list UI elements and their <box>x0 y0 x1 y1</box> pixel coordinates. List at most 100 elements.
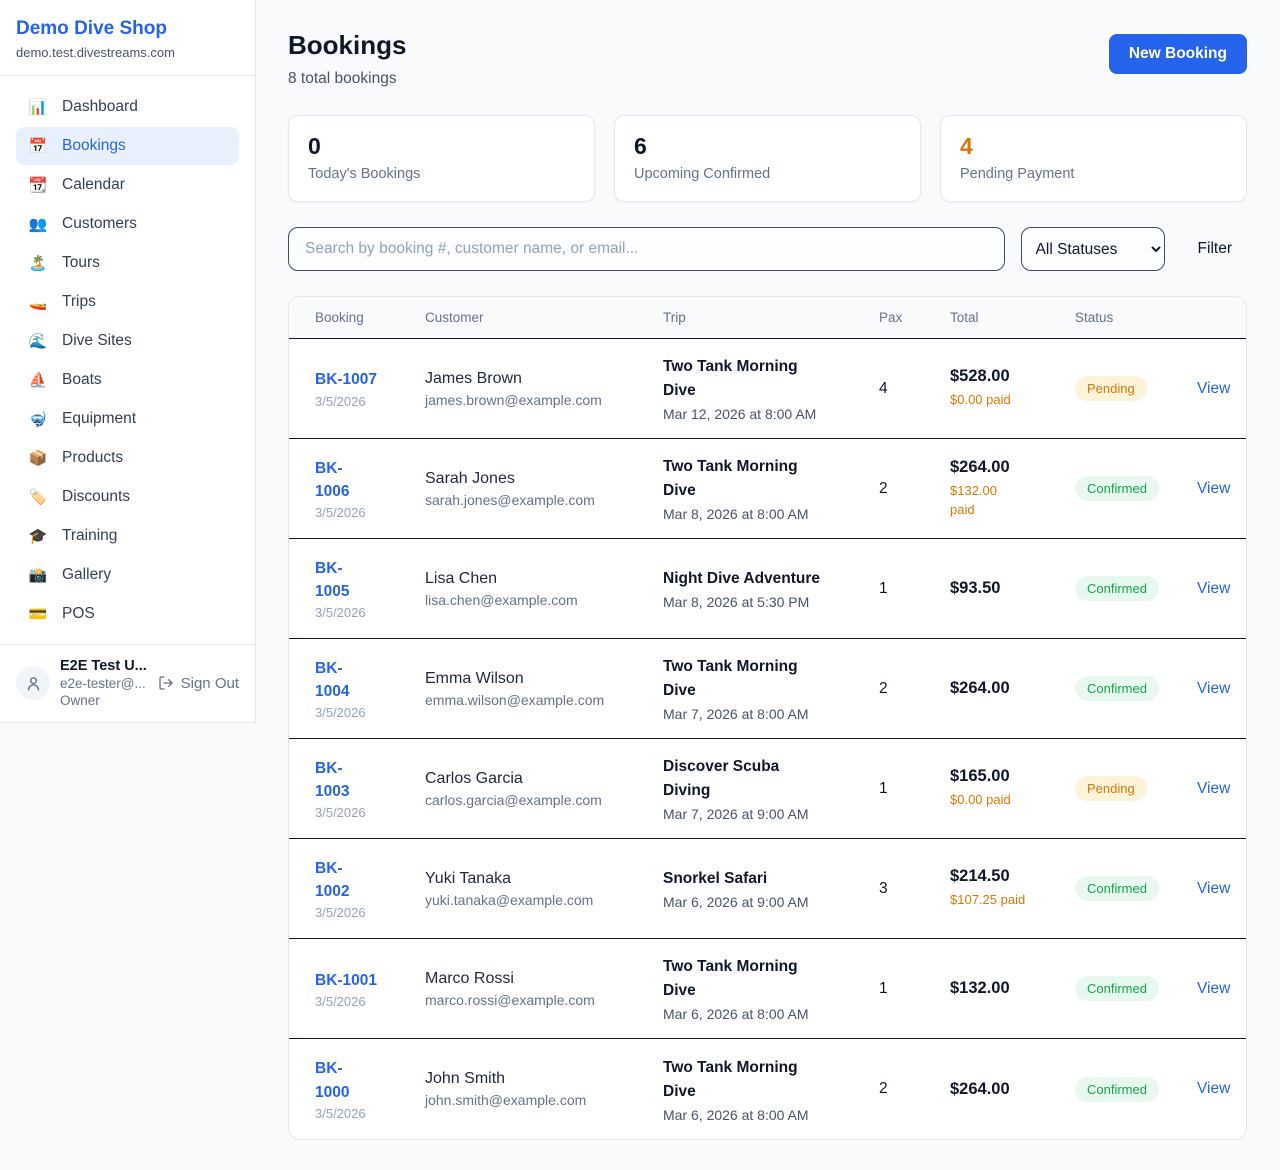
booking-id-link[interactable]: BK- 1002 <box>315 859 350 901</box>
page-header: Bookings 8 total bookings New Booking <box>288 30 1247 88</box>
booking-date: 3/5/2026 <box>315 805 366 821</box>
sidebar-item-label: Gallery <box>62 566 112 583</box>
sidebar-nav: 📊 Dashboard 📅 Bookings 📆 Calendar 👥 Cust… <box>0 76 255 644</box>
customer-name: Lisa Chen <box>425 569 498 587</box>
sidebar-item-label: Dive Sites <box>62 332 132 349</box>
view-link[interactable]: View <box>1197 379 1231 397</box>
sidebar-item-customers[interactable]: 👥 Customers <box>16 205 239 243</box>
page-title: Bookings <box>288 30 407 60</box>
booking-id-link[interactable]: BK- 1000 <box>315 1060 350 1101</box>
sidebar-item-pos[interactable]: 💳 POS <box>16 595 239 633</box>
booking-id-link[interactable]: BK-1007 <box>315 371 378 389</box>
pax-count: 2 <box>879 1080 888 1098</box>
sidebar-item-equipment[interactable]: 🤿 Equipment <box>16 400 239 438</box>
page-title-block: Bookings 8 total bookings <box>288 30 406 88</box>
stat-card: 4 Pending Payment <box>940 115 1247 202</box>
total-amount: $528.00 <box>950 367 1010 386</box>
customer-name: John Smith <box>425 1070 506 1088</box>
total-cell: $214.50 $107.25 paid <box>950 867 1075 910</box>
total-amount: $264.00 <box>950 1079 1010 1098</box>
paid-amount: $107.25 paid <box>950 892 1026 908</box>
sidebar-item-dashboard[interactable]: 📊 Dashboard <box>16 88 239 126</box>
actions-cell: View <box>1197 680 1230 698</box>
table-body: BK-1007 3/5/2026 James Brown james.brown… <box>289 339 1246 1139</box>
view-link[interactable]: View <box>1197 579 1231 597</box>
actions-cell: View <box>1197 480 1230 498</box>
camera-icon: 📸 <box>28 567 48 584</box>
search-input[interactable] <box>288 227 1005 271</box>
actions-cell: View <box>1197 1080 1230 1098</box>
status-badge: Confirmed <box>1075 676 1159 702</box>
customer-cell: John Smith john.smith@example.com <box>425 1070 663 1108</box>
status-cell: Confirmed <box>1075 676 1197 702</box>
booking-cell: BK-1001 3/5/2026 <box>315 969 425 1009</box>
customer-email: sarah.jones@example.com <box>425 491 595 508</box>
user-info: E2E Test U... e2e-tester@... Owner <box>60 658 148 708</box>
view-link[interactable]: View <box>1197 779 1231 797</box>
sidebar-item-label: Equipment <box>62 410 137 427</box>
sign-out-button[interactable]: Sign Out <box>158 675 239 692</box>
sidebar-item-discounts[interactable]: 🏷️ Discounts <box>16 478 239 516</box>
user-name: E2E Test U... <box>60 658 147 674</box>
trip-cell: Two Tank Morning Dive Mar 12, 2026 at 8:… <box>663 355 879 422</box>
island-icon: 🏝️ <box>28 255 48 272</box>
paid-amount: $0.00 paid <box>950 392 1011 408</box>
booking-id-link[interactable]: BK- 1004 <box>315 659 350 701</box>
customer-cell: Sarah Jones sarah.jones@example.com <box>425 470 663 508</box>
booking-id-link[interactable]: BK- 1003 <box>315 759 350 801</box>
sign-out-label: Sign Out <box>180 674 239 692</box>
view-link[interactable]: View <box>1197 979 1231 997</box>
booking-cell: BK- 1006 3/5/2026 <box>315 457 425 521</box>
sidebar-item-products[interactable]: 📦 Products <box>16 439 239 477</box>
booking-date: 3/5/2026 <box>315 905 366 921</box>
status-cell: Confirmed <box>1075 876 1197 902</box>
sidebar-item-label: Customers <box>62 215 137 232</box>
new-booking-button[interactable]: New Booking <box>1108 34 1247 74</box>
shop-domain: demo.test.divestreams.com <box>16 45 175 60</box>
trip-datetime: Mar 6, 2026 at 9:00 AM <box>663 894 809 911</box>
pax-count: 3 <box>879 879 888 897</box>
pax-count: 1 <box>879 779 888 797</box>
status-cell: Confirmed <box>1075 576 1197 602</box>
status-select[interactable]: All Statuses <box>1020 227 1165 271</box>
customer-name: Yuki Tanaka <box>425 869 511 887</box>
view-link[interactable]: View <box>1197 679 1231 697</box>
customer-email: lisa.chen@example.com <box>425 591 578 608</box>
trip-datetime: Mar 7, 2026 at 9:00 AM <box>663 806 809 823</box>
booking-date: 3/5/2026 <box>315 705 366 721</box>
booking-date: 3/5/2026 <box>315 393 366 409</box>
trip-datetime: Mar 7, 2026 at 8:00 AM <box>663 706 809 723</box>
booking-id-link[interactable]: BK- 1005 <box>315 559 350 601</box>
sidebar-item-calendar[interactable]: 📆 Calendar <box>16 166 239 204</box>
trip-datetime: Mar 6, 2026 at 8:00 AM <box>663 1006 809 1023</box>
stat-card: 6 Upcoming Confirmed <box>614 115 921 202</box>
booking-id-link[interactable]: BK-1001 <box>315 971 378 989</box>
sidebar-item-gallery[interactable]: 📸 Gallery <box>16 556 239 594</box>
customer-email: yuki.tanaka@example.com <box>425 891 594 908</box>
sidebar-item-boats[interactable]: ⛵ Boats <box>16 361 239 399</box>
booking-id-link[interactable]: BK- 1006 <box>315 459 350 501</box>
customer-cell: Emma Wilson emma.wilson@example.com <box>425 670 663 708</box>
booking-cell: BK-1007 3/5/2026 <box>315 368 425 408</box>
filter-row: All Statuses Filter <box>288 227 1247 271</box>
sidebar-item-bookings[interactable]: 📅 Bookings <box>16 127 239 165</box>
view-link[interactable]: View <box>1197 879 1231 897</box>
trip-cell: Snorkel Safari Mar 6, 2026 at 9:00 AM <box>663 867 879 910</box>
sidebar-item-label: Boats <box>62 371 102 388</box>
view-link[interactable]: View <box>1197 1080 1231 1098</box>
view-link[interactable]: View <box>1197 479 1231 497</box>
booking-date: 3/5/2026 <box>315 1105 366 1121</box>
shop-header: Demo Dive Shop demo.test.divestreams.com <box>0 0 255 76</box>
shop-name: Demo Dive Shop <box>16 18 167 39</box>
trip-name: Night Dive Adventure <box>663 570 821 588</box>
customer-cell: James Brown james.brown@example.com <box>425 370 663 408</box>
credit-card-icon: 💳 <box>28 606 48 623</box>
user-email: e2e-tester@... <box>60 676 146 691</box>
sidebar-item-trips[interactable]: 🚤 Trips <box>16 283 239 321</box>
trip-name: Two Tank Morning Dive <box>663 1058 798 1100</box>
sidebar-item-tours[interactable]: 🏝️ Tours <box>16 244 239 282</box>
column-header-total: Total <box>950 310 979 325</box>
sidebar-item-training[interactable]: 🎓 Training <box>16 517 239 555</box>
customer-name: Sarah Jones <box>425 469 515 487</box>
sidebar-item-dive-sites[interactable]: 🌊 Dive Sites <box>16 322 239 360</box>
